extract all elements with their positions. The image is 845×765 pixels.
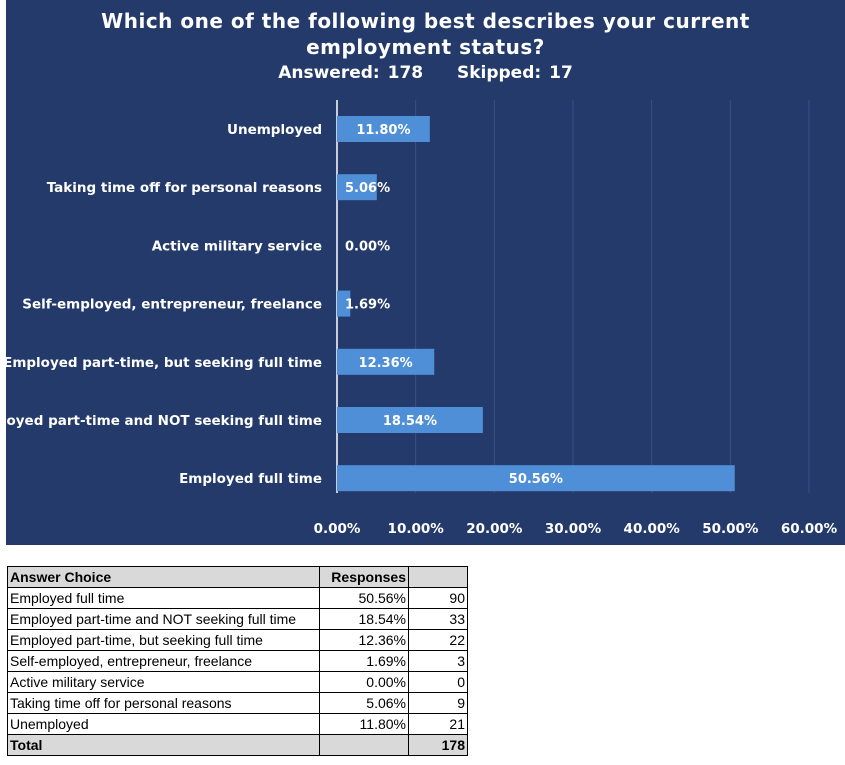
table-total-row: Total 178 <box>7 734 468 756</box>
header-responses: Responses <box>319 566 409 588</box>
bars <box>337 116 735 492</box>
row-choice: Employed full time <box>7 587 320 609</box>
row-percent: 50.56% <box>319 587 409 609</box>
row-count: 33 <box>408 608 468 630</box>
data-label: 11.80% <box>356 123 410 138</box>
row-percent: 11.80% <box>319 713 409 735</box>
bar <box>337 116 430 142</box>
chart-panel <box>6 0 845 545</box>
row-count: 22 <box>408 629 468 651</box>
table-row: Taking time off for personal reasons 5.06… <box>7 692 468 714</box>
row-percent: 1.69% <box>319 650 409 672</box>
category-label: Employed full time <box>179 471 322 487</box>
x-tick-label: 20.00% <box>466 521 523 537</box>
x-tick-label: 0.00% <box>314 521 361 537</box>
row-choice: Employed part-time, but seeking full tim… <box>7 629 320 651</box>
responses-table: Answer Choice Responses Employed full ti… <box>7 566 468 756</box>
chart-subtitle: Answered: 178 Skipped: 17 <box>6 62 845 84</box>
row-count: 3 <box>408 650 468 672</box>
table-row: Employed part-time, but seeking full tim… <box>7 629 468 651</box>
grid-lines <box>336 100 810 493</box>
category-label: Employed part-time and NOT seeking full … <box>0 413 322 429</box>
row-count: 0 <box>408 671 468 693</box>
bar-chart: Unemployed Taking time off for personal r… <box>0 100 838 537</box>
category-label: Employed part-time, but seeking full tim… <box>3 355 322 371</box>
answered-value: 178 <box>387 63 424 83</box>
skipped-value: 17 <box>549 63 573 83</box>
bar <box>337 348 435 375</box>
value-labels: 11.80% 5.06% 0.00% 1.69% 12.36% 18.54% 50.56% <box>345 123 563 487</box>
data-label: 5.06% <box>345 181 390 196</box>
data-label: 18.54% <box>383 414 437 429</box>
x-tick-label: 10.00% <box>388 521 445 537</box>
x-tick-label: 50.00% <box>702 521 759 537</box>
total-label: Total <box>7 734 320 756</box>
x-tick-label: 30.00% <box>545 521 602 537</box>
table-row: Self-employed, entrepreneur, freelance 1.… <box>7 650 468 672</box>
row-percent: 18.54% <box>319 608 409 630</box>
answered-label: Answered: <box>278 63 380 83</box>
bar <box>337 465 735 492</box>
category-label: Unemployed <box>227 122 322 138</box>
row-count: 9 <box>408 692 468 714</box>
row-choice: Taking time off for personal reasons <box>7 692 320 714</box>
chart-title-line-2: employment status? <box>306 35 545 59</box>
row-choice: Employed part-time and NOT seeking full … <box>7 608 320 630</box>
bar <box>337 174 377 201</box>
category-label: Self-employed, entrepreneur, freelance <box>22 297 322 313</box>
data-label: 1.69% <box>345 298 390 313</box>
x-axis-ticks: 0.00% 10.00% 20.00% 30.00% 40.00% 50.00% 60.00… <box>314 521 838 537</box>
table-row: Employed part-time and NOT seeking full … <box>7 608 468 630</box>
skipped-label: Skipped: <box>456 63 542 83</box>
category-label: Taking time off for personal reasons <box>47 180 322 196</box>
bar <box>337 290 351 317</box>
row-count: 21 <box>408 713 468 735</box>
table-row: Employed full time 50.56% 90 <box>7 587 468 609</box>
category-labels: Unemployed Taking time off for personal r… <box>0 122 322 487</box>
table-row: Unemployed 11.80% 21 <box>7 713 468 735</box>
chart-title-line-1: Which one of the following best describe… <box>101 9 750 33</box>
x-tick-label: 60.00% <box>781 521 838 537</box>
x-tick-label: 40.00% <box>624 521 681 537</box>
row-percent: 12.36% <box>319 629 409 651</box>
chart-title: Which one of the following best describe… <box>6 8 845 60</box>
row-percent: 0.00% <box>319 671 409 693</box>
data-label: 12.36% <box>359 356 413 371</box>
row-percent: 5.06% <box>319 692 409 714</box>
category-label: Active military service <box>152 238 322 254</box>
header-answer-choice: Answer Choice <box>7 566 320 588</box>
row-choice: Unemployed <box>7 713 320 735</box>
table-header-row: Answer Choice Responses <box>7 566 468 588</box>
data-label: 0.00% <box>345 239 390 254</box>
bar <box>337 407 483 433</box>
row-choice: Self-employed, entrepreneur, freelance <box>7 650 320 672</box>
row-count: 90 <box>408 587 468 609</box>
total-count: 178 <box>408 734 468 756</box>
row-choice: Active military service <box>7 671 320 693</box>
total-percent <box>319 734 409 756</box>
data-label: 50.56% <box>509 472 563 487</box>
table-row: Active military service 0.00% 0 <box>7 671 468 693</box>
header-count <box>408 566 468 588</box>
